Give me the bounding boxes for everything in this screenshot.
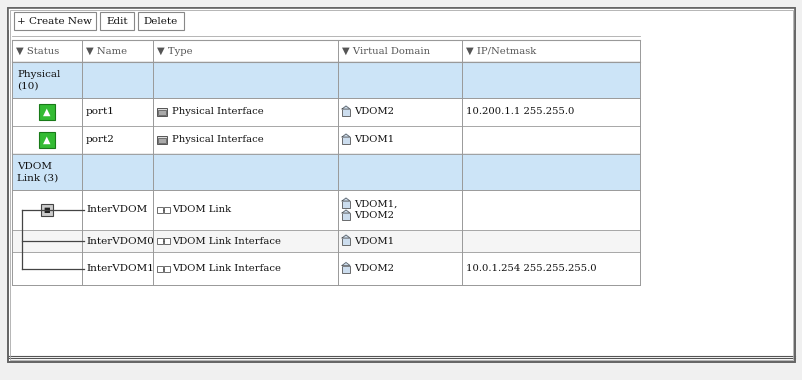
Bar [342, 266, 350, 272]
Text: ■: ■ [43, 207, 51, 213]
Text: InterVDOM: InterVDOM [86, 206, 147, 214]
Bar [157, 266, 163, 271]
Text: InterVDOM1: InterVDOM1 [86, 264, 154, 273]
Text: VDOM Link Interface: VDOM Link Interface [172, 236, 281, 245]
Text: VDOM Link Interface: VDOM Link Interface [172, 264, 281, 273]
Bar [158, 138, 166, 143]
Polygon shape [342, 106, 350, 109]
Bar [12, 40, 639, 62]
Text: 10.200.1.1 255.255.0: 10.200.1.1 255.255.0 [465, 108, 573, 117]
Text: Physical Interface: Physical Interface [172, 108, 263, 117]
Text: VDOM Link: VDOM Link [172, 206, 231, 214]
Text: VDOM2: VDOM2 [354, 264, 394, 273]
Bar [39, 104, 55, 120]
Bar [157, 238, 163, 244]
Text: ▼ IP/Netmask: ▼ IP/Netmask [465, 46, 536, 55]
Polygon shape [342, 134, 350, 137]
Bar [164, 266, 170, 271]
Polygon shape [342, 198, 350, 201]
Bar [12, 154, 639, 190]
Text: ▼ Name: ▼ Name [86, 46, 127, 55]
Text: ▲: ▲ [43, 107, 51, 117]
Text: Physical Interface: Physical Interface [172, 136, 263, 144]
Text: VDOM1,: VDOM1, [354, 200, 397, 209]
Text: Physical
(10): Physical (10) [17, 70, 60, 90]
Bar [12, 62, 639, 98]
Polygon shape [342, 235, 350, 238]
Bar [158, 110, 166, 115]
Text: ▼ Status: ▼ Status [16, 46, 59, 55]
Bar [41, 204, 53, 216]
Bar [342, 109, 350, 116]
Bar [39, 132, 55, 148]
Bar [138, 12, 184, 30]
Text: VDOM2: VDOM2 [354, 108, 394, 117]
Polygon shape [342, 263, 350, 266]
Text: ▼ Type: ▼ Type [157, 46, 192, 55]
Polygon shape [342, 210, 350, 213]
Text: + Create New: + Create New [18, 16, 92, 25]
Bar [342, 213, 350, 220]
Text: VDOM
Link (3): VDOM Link (3) [17, 162, 59, 182]
Text: VDOM1: VDOM1 [354, 136, 394, 144]
Bar [164, 207, 170, 213]
Bar [12, 230, 639, 252]
Bar [12, 126, 639, 154]
Bar [157, 108, 167, 116]
Bar [157, 207, 163, 213]
Text: port2: port2 [86, 136, 115, 144]
Text: VDOM2: VDOM2 [354, 212, 394, 220]
Bar [342, 201, 350, 208]
Bar [157, 136, 167, 144]
Bar [8, 8, 794, 30]
Text: Delete: Delete [144, 16, 178, 25]
Text: InterVDOM0: InterVDOM0 [86, 236, 154, 245]
Bar [12, 98, 639, 126]
Bar [14, 12, 96, 30]
Bar [164, 238, 170, 244]
Text: ▼ Virtual Domain: ▼ Virtual Domain [342, 46, 430, 55]
Text: Edit: Edit [106, 16, 128, 25]
Text: 10.0.1.254 255.255.255.0: 10.0.1.254 255.255.255.0 [465, 264, 596, 273]
Bar [100, 12, 134, 30]
Bar [342, 238, 350, 245]
Text: port1: port1 [86, 108, 115, 117]
Text: VDOM1: VDOM1 [354, 236, 394, 245]
Bar [12, 252, 639, 285]
Text: ▲: ▲ [43, 135, 51, 145]
Bar [12, 190, 639, 230]
Bar [342, 137, 350, 144]
